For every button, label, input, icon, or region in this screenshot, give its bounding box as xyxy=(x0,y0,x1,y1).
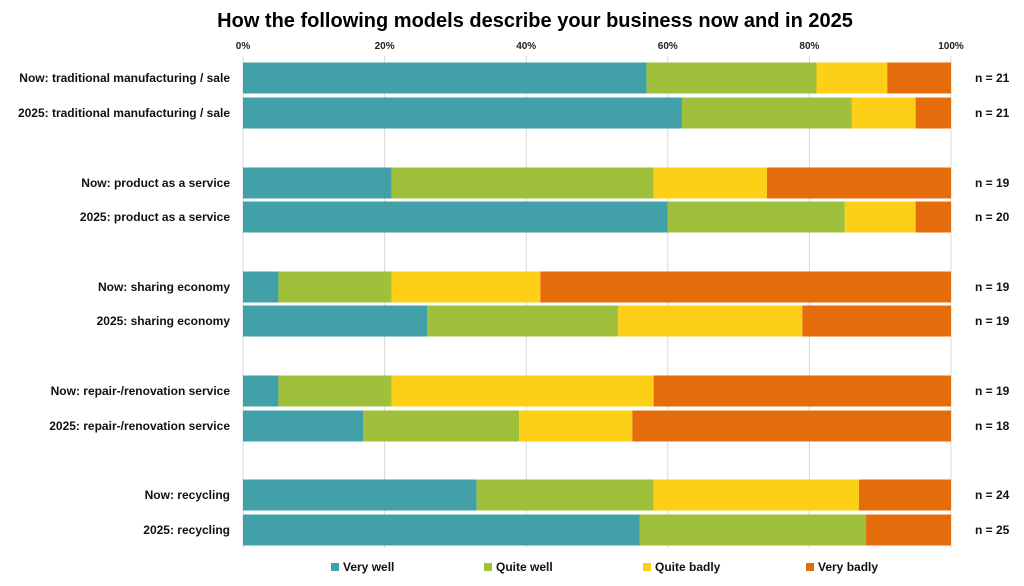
category-label: Now: repair-/renovation service xyxy=(51,384,231,398)
bar-segment xyxy=(915,201,951,233)
category-labels: Now: traditional manufacturing / sale 202… xyxy=(18,71,230,537)
x-tick-label: 60% xyxy=(658,41,678,52)
bar-segment xyxy=(802,305,951,337)
bar-segment xyxy=(243,305,428,337)
sample-size-label: n = 19 xyxy=(975,314,1010,328)
x-axis-ticks: 0% 20% 40% 60% 80% 100% xyxy=(236,41,964,52)
bar-segment xyxy=(816,62,888,94)
bar-segment xyxy=(681,97,852,129)
legend-label: Quite well xyxy=(496,560,553,574)
bar-segment xyxy=(391,375,654,407)
bar-segment xyxy=(618,305,803,337)
legend-swatch xyxy=(484,563,492,571)
bar-segment xyxy=(243,514,640,546)
bar-segment xyxy=(243,201,668,233)
bar-segment xyxy=(653,375,951,407)
sample-size-label: n = 21 xyxy=(975,71,1010,85)
bar-segment xyxy=(519,410,633,442)
category-label: 2025: recycling xyxy=(143,523,230,537)
bar-segment xyxy=(887,62,951,94)
category-label: 2025: traditional manufacturing / sale xyxy=(18,106,230,120)
bar-segment xyxy=(667,201,845,233)
bar-segment xyxy=(427,305,619,337)
bar-segment xyxy=(363,410,520,442)
chart-title: How the following models describe your b… xyxy=(217,10,853,32)
sample-size-label: n = 24 xyxy=(975,488,1010,502)
bar-segment xyxy=(653,167,767,199)
legend: Very well Quite well Quite badly Very badly xyxy=(331,560,878,574)
bar-segment xyxy=(766,167,951,199)
legend-swatch xyxy=(643,563,651,571)
sample-size-label: n = 19 xyxy=(975,280,1010,294)
category-label: Now: product as a service xyxy=(81,176,230,190)
bar-segment xyxy=(858,479,951,511)
category-label: Now: recycling xyxy=(145,488,230,502)
sample-size-label: n = 21 xyxy=(975,106,1010,120)
bar-segment xyxy=(391,167,654,199)
sample-size-label: n = 20 xyxy=(975,210,1010,224)
x-tick-label: 20% xyxy=(375,41,395,52)
category-label: Now: sharing economy xyxy=(98,280,230,294)
legend-swatch xyxy=(331,563,339,571)
bar-segment xyxy=(243,167,392,199)
bar-segment xyxy=(243,271,279,303)
legend-label: Very badly xyxy=(818,560,878,574)
bar-segment xyxy=(540,271,951,303)
category-label: Now: traditional manufacturing / sale xyxy=(19,71,230,85)
bar-segment xyxy=(646,62,817,94)
sample-size-labels: n = 21 n = 21 n = 19 n = 20 n = 19 n = 19 n = … xyxy=(975,71,1010,537)
x-tick-label: 100% xyxy=(938,41,964,52)
bar-segment xyxy=(391,271,541,303)
bar-segment xyxy=(243,479,477,511)
bar-segment xyxy=(632,410,951,442)
bar-segment xyxy=(639,514,867,546)
bar-segment xyxy=(866,514,951,546)
bars xyxy=(243,62,951,546)
bar-segment xyxy=(844,201,916,233)
bar-segment xyxy=(243,375,279,407)
legend-label: Very well xyxy=(343,560,394,574)
bar-segment xyxy=(278,271,392,303)
sample-size-label: n = 18 xyxy=(975,419,1010,433)
bar-segment xyxy=(278,375,392,407)
bar-segment xyxy=(653,479,859,511)
bar-segment xyxy=(915,97,951,129)
bar-segment xyxy=(243,62,647,94)
category-label: 2025: product as a service xyxy=(80,210,230,224)
bar-segment xyxy=(243,97,682,129)
bar-segment xyxy=(243,410,364,442)
category-label: 2025: sharing economy xyxy=(97,314,231,328)
x-tick-label: 80% xyxy=(799,41,819,52)
bar-segment xyxy=(851,97,916,129)
category-label: 2025: repair-/renovation service xyxy=(49,419,230,433)
bar-segment xyxy=(476,479,654,511)
x-tick-label: 40% xyxy=(516,41,536,52)
sample-size-label: n = 19 xyxy=(975,384,1010,398)
sample-size-label: n = 19 xyxy=(975,176,1010,190)
legend-swatch xyxy=(806,563,814,571)
sample-size-label: n = 25 xyxy=(975,523,1010,537)
x-tick-label: 0% xyxy=(236,41,251,52)
legend-label: Quite badly xyxy=(655,560,721,574)
